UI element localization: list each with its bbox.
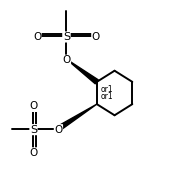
Text: O: O bbox=[92, 32, 100, 42]
Text: O: O bbox=[29, 102, 38, 111]
Text: O: O bbox=[62, 55, 71, 65]
Text: S: S bbox=[30, 125, 37, 135]
Polygon shape bbox=[57, 104, 97, 131]
Text: or1: or1 bbox=[101, 84, 113, 94]
Text: or1: or1 bbox=[101, 92, 113, 102]
Text: O: O bbox=[54, 125, 63, 135]
Text: S: S bbox=[63, 32, 70, 42]
Text: O: O bbox=[33, 32, 41, 42]
Polygon shape bbox=[66, 59, 98, 84]
Text: O: O bbox=[29, 148, 38, 158]
